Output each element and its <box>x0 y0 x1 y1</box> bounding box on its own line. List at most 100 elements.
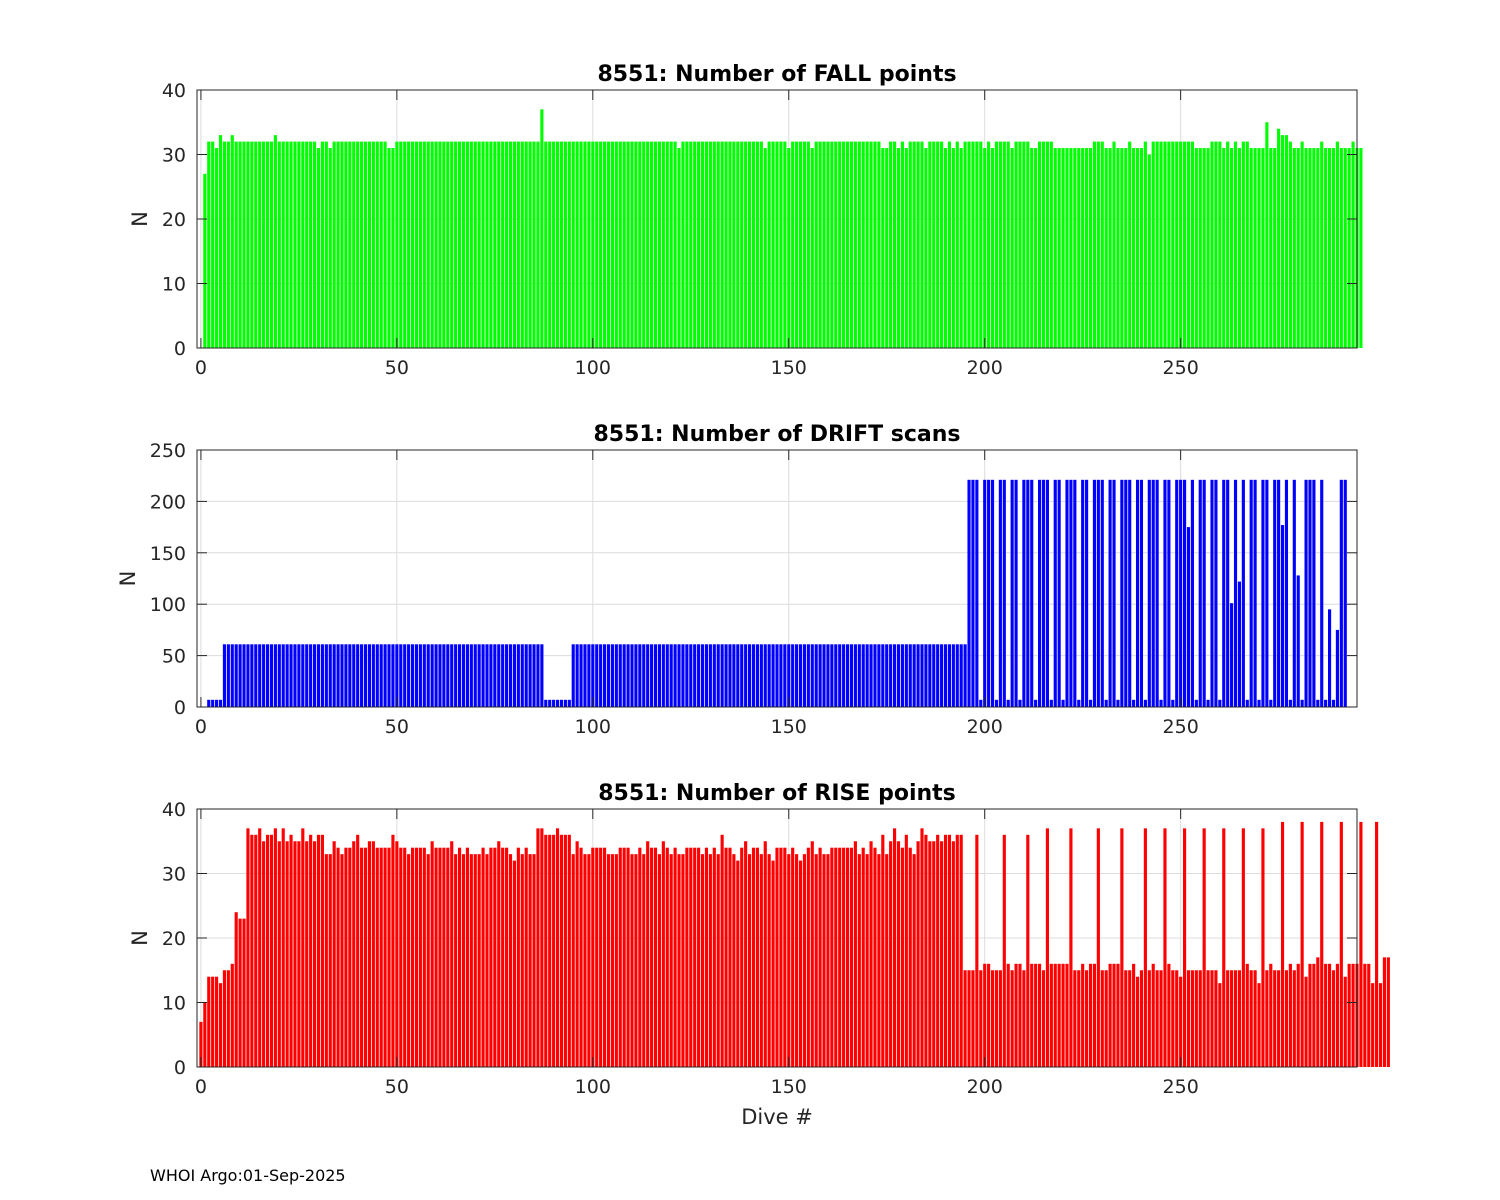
fall-bar <box>626 141 630 348</box>
rise-bar <box>740 847 744 1067</box>
rise-bar <box>1143 828 1147 1067</box>
rise-bar <box>434 847 438 1067</box>
fall-bar <box>1241 141 1245 348</box>
drift-bar <box>1096 479 1100 707</box>
drift-bar <box>430 644 434 707</box>
fall-bar <box>481 141 485 348</box>
rise-bar <box>861 847 865 1067</box>
drift-bar <box>912 644 916 707</box>
rise-bar <box>563 834 567 1067</box>
drift-bar <box>1230 603 1234 707</box>
fall-bar <box>1108 148 1112 348</box>
fall-bar <box>865 141 869 348</box>
rise-bar <box>1069 828 1073 1067</box>
fall-bar <box>450 141 454 348</box>
drift-bar <box>642 644 646 707</box>
fall-bar <box>1280 135 1285 348</box>
fall-bar <box>1159 141 1163 348</box>
fall-bar <box>277 141 281 348</box>
rise-bar <box>1053 963 1057 1067</box>
fall-bar <box>281 141 285 348</box>
fall-bar <box>657 141 661 348</box>
drift-bar <box>352 644 356 707</box>
fall-bar <box>399 141 403 348</box>
drift-bar <box>893 644 897 707</box>
fall-bar <box>211 141 215 348</box>
rise-bar <box>681 854 685 1067</box>
rise-bar <box>728 847 732 1067</box>
rise-bar <box>724 847 728 1067</box>
fall-bar <box>1198 148 1202 348</box>
fall-bar <box>818 141 822 348</box>
drift-ytick-label: 50 <box>162 646 186 668</box>
fall-bar <box>340 141 344 348</box>
drift-bar <box>1132 699 1136 707</box>
rise-bar <box>407 854 411 1067</box>
rise-bar <box>387 847 391 1067</box>
fall-bar <box>838 141 842 348</box>
drift-bar <box>1104 699 1108 707</box>
rise-bar <box>375 847 379 1067</box>
drift-bar <box>716 644 720 707</box>
rise-bar <box>238 918 242 1067</box>
fall-bar <box>1218 141 1222 348</box>
drift-bar <box>806 644 810 707</box>
rise-ytick-label: 30 <box>162 864 186 886</box>
rise-bar <box>1328 963 1332 1067</box>
drift-bar <box>1257 699 1261 707</box>
drift-bar <box>1269 699 1273 707</box>
drift-bar <box>681 644 685 707</box>
fall-bar <box>740 141 744 348</box>
fall-bar <box>614 141 618 348</box>
drift-bar <box>1277 479 1281 707</box>
rise-bar <box>1167 963 1171 1067</box>
rise-bar <box>975 834 979 1067</box>
fall-bar <box>630 141 634 348</box>
rise-bar <box>791 847 795 1067</box>
fall-bar <box>544 141 548 348</box>
rise-bar <box>1014 963 1018 1067</box>
rise-bar <box>473 854 477 1067</box>
drift-bar <box>767 644 771 707</box>
drift-bar <box>877 644 881 707</box>
fall-bar <box>638 141 642 348</box>
rise-bar <box>849 847 854 1067</box>
drift-bar <box>963 644 967 707</box>
fall-bar <box>1296 148 1300 348</box>
rise-bar <box>226 970 230 1067</box>
drift-bar <box>1041 479 1046 707</box>
fall-bar <box>744 141 748 348</box>
drift-bar <box>1253 479 1257 707</box>
rise-bar <box>736 860 740 1067</box>
fall-bar <box>1155 141 1159 348</box>
fall-bar <box>834 141 838 348</box>
rise-bar <box>1030 963 1034 1067</box>
rise-xtick-label: 50 <box>385 1076 409 1098</box>
drift-bar <box>1304 479 1308 707</box>
rise-bar <box>853 841 857 1067</box>
drift-bar <box>289 644 293 707</box>
rise-bar <box>1038 963 1042 1067</box>
drift-bar <box>802 644 806 707</box>
fall-bar <box>928 141 932 348</box>
drift-bar <box>595 644 599 707</box>
fall-bar <box>583 141 587 348</box>
fall-bar <box>391 148 395 348</box>
drift-bar <box>250 644 254 707</box>
rise-bar <box>575 841 579 1067</box>
fall-bar <box>1331 148 1336 348</box>
drift-bar <box>896 644 901 707</box>
drift-bar <box>1249 479 1253 707</box>
fall-bar <box>951 148 955 348</box>
rise-bar <box>1022 970 1026 1067</box>
rise-bar <box>254 834 258 1067</box>
drift-bar <box>348 644 352 707</box>
drift-bar <box>242 644 246 707</box>
rise-bar <box>802 854 806 1067</box>
fall-bar <box>1022 141 1026 348</box>
fall-bar <box>975 141 979 348</box>
drift-chart: 0 50 100 150 200 250 0 50 100 150 200 250 8551: Numb… <box>116 422 1358 738</box>
drift-bar <box>391 644 395 707</box>
drift-bar <box>775 644 779 707</box>
rise-bar <box>1351 963 1355 1067</box>
